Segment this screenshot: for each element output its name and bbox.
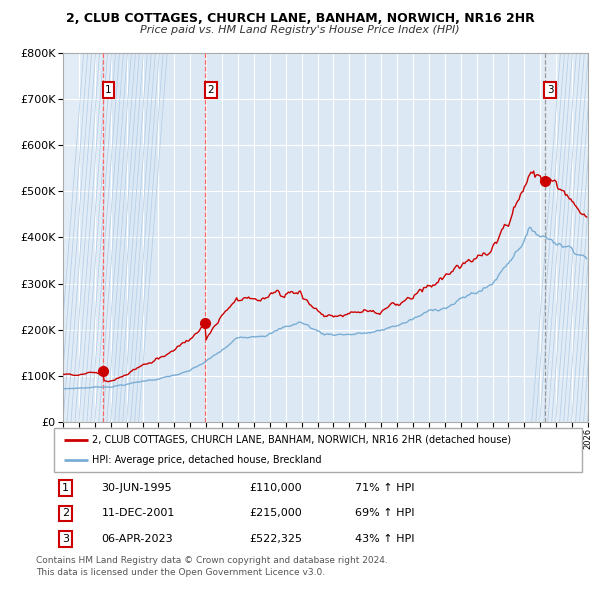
Text: 06-APR-2023: 06-APR-2023 xyxy=(101,534,173,544)
Text: 30-JUN-1995: 30-JUN-1995 xyxy=(101,483,172,493)
Text: 43% ↑ HPI: 43% ↑ HPI xyxy=(355,534,415,544)
Text: 2: 2 xyxy=(207,85,214,95)
Text: 3: 3 xyxy=(547,85,554,95)
Text: 69% ↑ HPI: 69% ↑ HPI xyxy=(355,509,415,518)
FancyBboxPatch shape xyxy=(54,428,582,472)
Text: £522,325: £522,325 xyxy=(250,534,302,544)
Text: Contains HM Land Registry data © Crown copyright and database right 2024.
This d: Contains HM Land Registry data © Crown c… xyxy=(36,556,388,576)
Text: 2, CLUB COTTAGES, CHURCH LANE, BANHAM, NORWICH, NR16 2HR (detached house): 2, CLUB COTTAGES, CHURCH LANE, BANHAM, N… xyxy=(92,435,511,445)
Text: HPI: Average price, detached house, Breckland: HPI: Average price, detached house, Brec… xyxy=(92,455,322,465)
Text: 2: 2 xyxy=(62,509,69,518)
Text: 3: 3 xyxy=(62,534,69,544)
Bar xyxy=(540,53,596,422)
Text: 71% ↑ HPI: 71% ↑ HPI xyxy=(355,483,415,493)
Bar xyxy=(63,53,111,422)
Text: 11-DEC-2001: 11-DEC-2001 xyxy=(101,509,175,518)
Text: £110,000: £110,000 xyxy=(250,483,302,493)
Text: 2, CLUB COTTAGES, CHURCH LANE, BANHAM, NORWICH, NR16 2HR: 2, CLUB COTTAGES, CHURCH LANE, BANHAM, N… xyxy=(65,12,535,25)
Text: Price paid vs. HM Land Registry's House Price Index (HPI): Price paid vs. HM Land Registry's House … xyxy=(140,25,460,35)
Text: £215,000: £215,000 xyxy=(250,509,302,518)
Text: 1: 1 xyxy=(105,85,112,95)
Text: 1: 1 xyxy=(62,483,69,493)
